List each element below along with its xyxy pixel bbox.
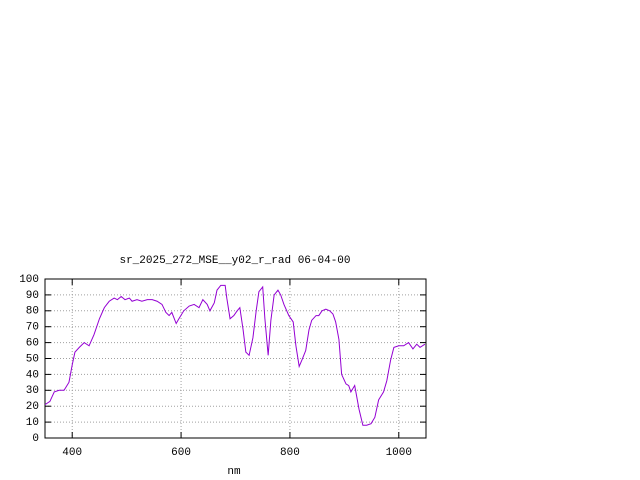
y-tick-label: 50 <box>26 353 39 365</box>
y-tick-label: 70 <box>26 322 39 334</box>
x-tick-label: 1000 <box>386 447 412 459</box>
y-tick-label: 30 <box>26 385 39 397</box>
y-tick-label: 0 <box>32 433 39 445</box>
data-line <box>44 284 426 426</box>
plot-border <box>44 278 427 439</box>
y-tick-label: 80 <box>26 306 39 318</box>
x-axis-label: nm <box>227 466 241 478</box>
y-tick-label: 100 <box>19 274 39 286</box>
x-tick-label: 600 <box>171 447 191 459</box>
y-tick-label: 60 <box>26 338 39 350</box>
y-tick-label: 10 <box>26 417 39 429</box>
y-tick-label: 90 <box>26 290 39 302</box>
x-tick-label: 800 <box>280 447 300 459</box>
x-tick-label: 400 <box>62 447 82 459</box>
chart-title: sr_2025_272_MSE__y02_r_rad 06-04-00 <box>119 255 350 267</box>
y-tick-label: 20 <box>26 401 39 413</box>
y-tick-label: 40 <box>26 369 39 381</box>
